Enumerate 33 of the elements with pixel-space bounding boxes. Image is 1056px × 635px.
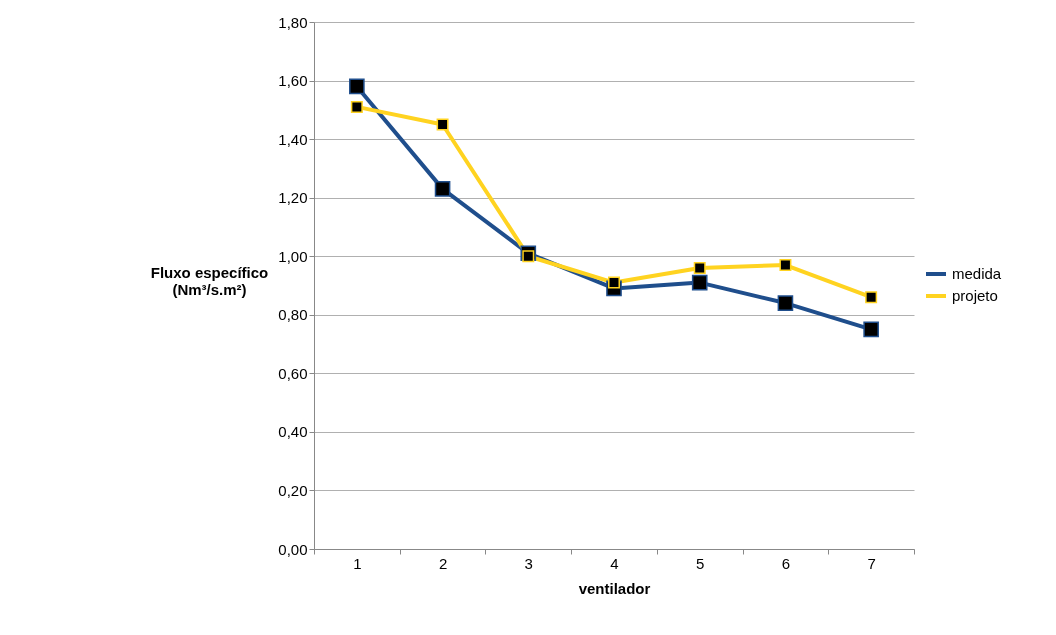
point [608, 276, 620, 289]
legend-label: medida [952, 265, 1002, 282]
x-tick-label: 3 [524, 554, 533, 572]
x-axis-title: ventilador [578, 579, 651, 597]
y-tick-label: 1,20 [278, 189, 308, 207]
y-tick-label: 1,40 [278, 130, 308, 148]
y-tick-label: 1,60 [278, 72, 308, 90]
y-axis-title: Fluxo específico (Nm³/s.m²) [150, 263, 269, 298]
y-tick-label: 0,20 [278, 481, 308, 499]
x-tick-label: 1 [353, 554, 362, 572]
point [693, 261, 706, 274]
point [863, 321, 879, 338]
y-tick-label: 1,00 [278, 247, 308, 265]
point [436, 118, 449, 131]
x-tick-label: 6 [781, 554, 791, 572]
y-tick-label: 0,80 [278, 306, 308, 324]
point [349, 78, 365, 95]
y-tick-label: 0,00 [278, 540, 308, 558]
legend-label: projeto [952, 287, 998, 304]
y-tick-label: 0,40 [278, 423, 308, 441]
point [434, 181, 451, 197]
x-tick-label: 2 [438, 554, 448, 572]
y-tick-label: 0,60 [278, 364, 308, 382]
point [350, 100, 363, 113]
point [777, 295, 794, 311]
point [522, 250, 535, 263]
point [865, 291, 878, 304]
x-tick-label: 4 [610, 554, 619, 572]
x-tick-label: 7 [867, 554, 876, 572]
point [691, 274, 708, 291]
x-tick-label: 5 [696, 554, 705, 572]
point [779, 259, 792, 271]
y-tick-label: 1,80 [278, 13, 308, 31]
